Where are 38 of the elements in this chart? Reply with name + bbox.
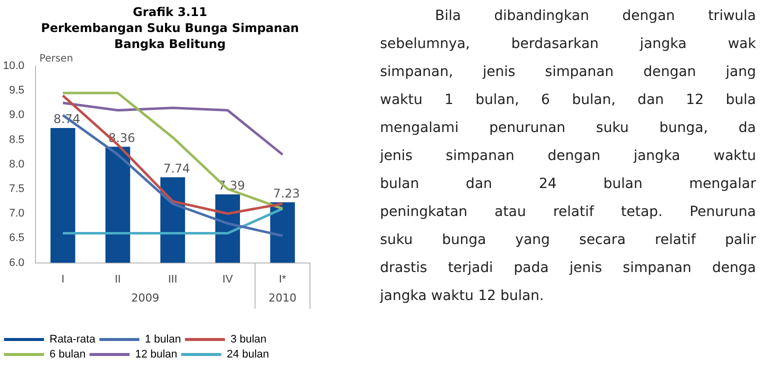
text: mengalami penurunan suku bunga, da xyxy=(380,119,756,138)
y-tick-label: 9.5 xyxy=(9,84,24,97)
x-tick-label: II xyxy=(114,273,121,286)
text: jangka waktu 12 bulan. xyxy=(380,287,545,306)
text: Bila dibandingkan dengan triwula xyxy=(434,7,756,26)
text: jenis simpanan dengan jangka waktu xyxy=(380,147,756,166)
text: peningkatan atau relatif tetap. Penuruna xyxy=(380,203,756,222)
legend-label: 24 bulan xyxy=(226,348,270,361)
legend-label: Rata-rata xyxy=(50,334,96,346)
y-tick-label: 10.0 xyxy=(2,60,24,72)
text: simpanan, jenis simpanan dengan jang xyxy=(380,63,756,82)
chart-title: Grafik 3.11 xyxy=(132,4,208,20)
text: bulan dan 24 bulan mengalar xyxy=(380,175,756,194)
x-tick-label: IV xyxy=(222,273,234,286)
y-tick-label: 9.0 xyxy=(9,109,24,122)
y-tick-label: 7.0 xyxy=(9,208,24,220)
data-label: 7.23 xyxy=(273,186,300,200)
text: suku bunga yang secara relatif palir xyxy=(380,231,756,250)
y-tick-label: 6.0 xyxy=(9,256,24,269)
chart-subtitle: Perkembangan Suku Bunga Simpanan Bangka Belitung xyxy=(40,20,300,52)
y-tick-label: 7.5 xyxy=(9,183,24,196)
data-label: 7.74 xyxy=(163,161,190,176)
text: drastis terjadi pada jenis simpanan denga xyxy=(380,259,756,278)
legend-label: 1 bulan xyxy=(144,334,181,346)
legend-label: 6 bulan xyxy=(50,348,86,361)
x-tick-label: I xyxy=(61,273,64,286)
y-tick-label: 8.0 xyxy=(9,158,24,170)
text: 2010 xyxy=(268,292,297,305)
y-axis-title: Persen xyxy=(39,54,74,65)
x-tick-label: III xyxy=(168,273,178,286)
legend-label: 12 bulan xyxy=(135,348,178,361)
y-tick-label: 6.5 xyxy=(9,232,24,244)
x-tick-label: I* xyxy=(278,273,287,286)
text: waktu 1 bulan, 6 bulan, dan 12 bula xyxy=(380,91,756,110)
text: sebelumnya, berdasarkan jangka wak xyxy=(380,35,756,54)
text: 2009 xyxy=(131,292,160,305)
legend-label: 3 bulan xyxy=(230,334,267,346)
y-tick-label: 8.5 xyxy=(9,134,24,146)
